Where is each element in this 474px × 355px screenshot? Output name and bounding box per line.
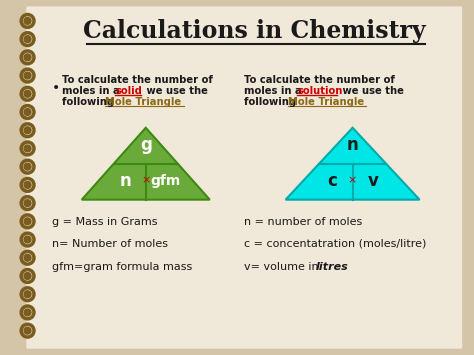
Circle shape — [24, 127, 31, 134]
Polygon shape — [82, 128, 210, 200]
Text: moles in a: moles in a — [244, 86, 306, 96]
Text: c = concentatration (moles/litre): c = concentatration (moles/litre) — [244, 239, 427, 249]
Circle shape — [24, 200, 31, 207]
Circle shape — [24, 254, 31, 261]
Circle shape — [24, 72, 31, 79]
Text: •: • — [52, 81, 61, 95]
Circle shape — [24, 236, 31, 243]
Text: solid: solid — [115, 86, 142, 96]
Circle shape — [24, 309, 31, 316]
Text: solution: solution — [297, 86, 343, 96]
Text: following: following — [244, 97, 300, 107]
Text: we use the: we use the — [339, 86, 404, 96]
Circle shape — [24, 273, 31, 279]
Text: ×: × — [141, 176, 150, 186]
Circle shape — [24, 17, 31, 24]
Circle shape — [24, 218, 31, 225]
Circle shape — [24, 54, 31, 61]
Text: To calculate the number of: To calculate the number of — [244, 76, 395, 86]
Text: n= Number of moles: n= Number of moles — [52, 239, 168, 249]
Text: moles in a: moles in a — [62, 86, 123, 96]
FancyBboxPatch shape — [26, 6, 463, 349]
Text: n: n — [120, 172, 132, 190]
Text: following: following — [62, 97, 118, 107]
Circle shape — [24, 109, 31, 115]
Text: litres: litres — [315, 262, 348, 272]
Circle shape — [24, 181, 31, 189]
Text: Mole Triangle: Mole Triangle — [288, 97, 364, 107]
Text: gfm=gram formula mass: gfm=gram formula mass — [52, 262, 192, 272]
Text: n = number of moles: n = number of moles — [244, 217, 363, 227]
Text: c: c — [327, 172, 337, 190]
Circle shape — [24, 90, 31, 97]
Circle shape — [24, 291, 31, 297]
Circle shape — [24, 36, 31, 43]
Text: g: g — [140, 136, 152, 154]
Text: Calculations in Chemistry: Calculations in Chemistry — [83, 19, 425, 43]
Text: g = Mass in Grams: g = Mass in Grams — [52, 217, 158, 227]
Circle shape — [24, 145, 31, 152]
Text: v: v — [368, 172, 379, 190]
Text: gfm: gfm — [151, 174, 181, 188]
Circle shape — [24, 327, 31, 334]
Text: we use the: we use the — [143, 86, 208, 96]
Polygon shape — [286, 128, 419, 200]
Text: To calculate the number of: To calculate the number of — [62, 76, 213, 86]
Text: n: n — [346, 136, 358, 154]
Text: Mole Triangle: Mole Triangle — [105, 97, 182, 107]
Circle shape — [24, 163, 31, 170]
Text: ×: × — [348, 176, 357, 186]
Text: v= volume in: v= volume in — [244, 262, 322, 272]
